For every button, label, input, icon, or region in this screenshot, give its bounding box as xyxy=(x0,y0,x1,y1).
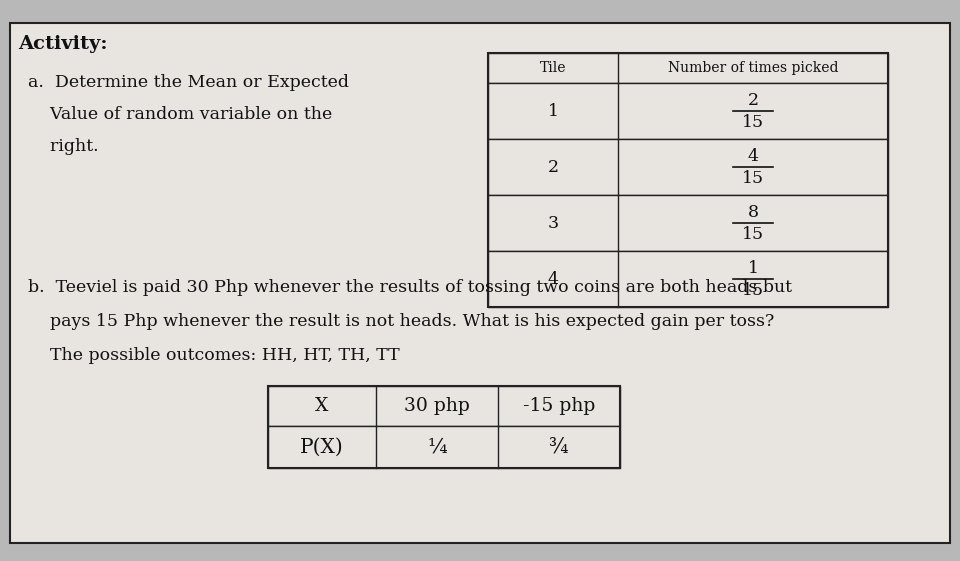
Text: a.  Determine the Mean or Expected: a. Determine the Mean or Expected xyxy=(28,74,349,91)
Text: 30 php: 30 php xyxy=(404,397,470,415)
Bar xyxy=(488,251,888,307)
Bar xyxy=(488,139,888,195)
Text: Tile: Tile xyxy=(540,61,566,75)
Bar xyxy=(488,195,888,251)
Text: 1: 1 xyxy=(748,260,758,277)
Text: -15 php: -15 php xyxy=(523,397,595,415)
Text: 2: 2 xyxy=(547,159,559,176)
Text: 15: 15 xyxy=(742,226,764,242)
Bar xyxy=(268,386,620,468)
FancyBboxPatch shape xyxy=(10,23,950,543)
Bar xyxy=(488,53,888,307)
Bar xyxy=(488,53,888,83)
Bar xyxy=(268,386,620,426)
Text: 15: 15 xyxy=(742,169,764,186)
Text: 4: 4 xyxy=(748,148,758,164)
Text: 4: 4 xyxy=(547,270,559,287)
Text: 1: 1 xyxy=(547,103,559,119)
Text: 8: 8 xyxy=(748,204,758,220)
Text: ¾: ¾ xyxy=(549,438,568,457)
Bar xyxy=(488,83,888,139)
Text: 15: 15 xyxy=(742,113,764,131)
Text: P(X): P(X) xyxy=(300,438,344,457)
Text: Activity:: Activity: xyxy=(18,35,108,53)
Text: pays 15 Php whenever the result is not heads. What is his expected gain per toss: pays 15 Php whenever the result is not h… xyxy=(28,313,775,330)
Text: The possible outcomes: HH, HT, TH, TT: The possible outcomes: HH, HT, TH, TT xyxy=(28,347,399,364)
Text: X: X xyxy=(315,397,328,415)
Text: right.: right. xyxy=(28,138,99,155)
Text: 2: 2 xyxy=(748,91,758,108)
Text: 3: 3 xyxy=(547,214,559,232)
Text: 15: 15 xyxy=(742,282,764,298)
Text: ¼: ¼ xyxy=(427,438,446,457)
Bar xyxy=(268,426,620,468)
Text: Value of random variable on the: Value of random variable on the xyxy=(28,106,332,123)
Text: b.  Teeviel is paid 30 Php whenever the results of tossing two coins are both he: b. Teeviel is paid 30 Php whenever the r… xyxy=(28,279,792,296)
Text: Number of times picked: Number of times picked xyxy=(668,61,838,75)
